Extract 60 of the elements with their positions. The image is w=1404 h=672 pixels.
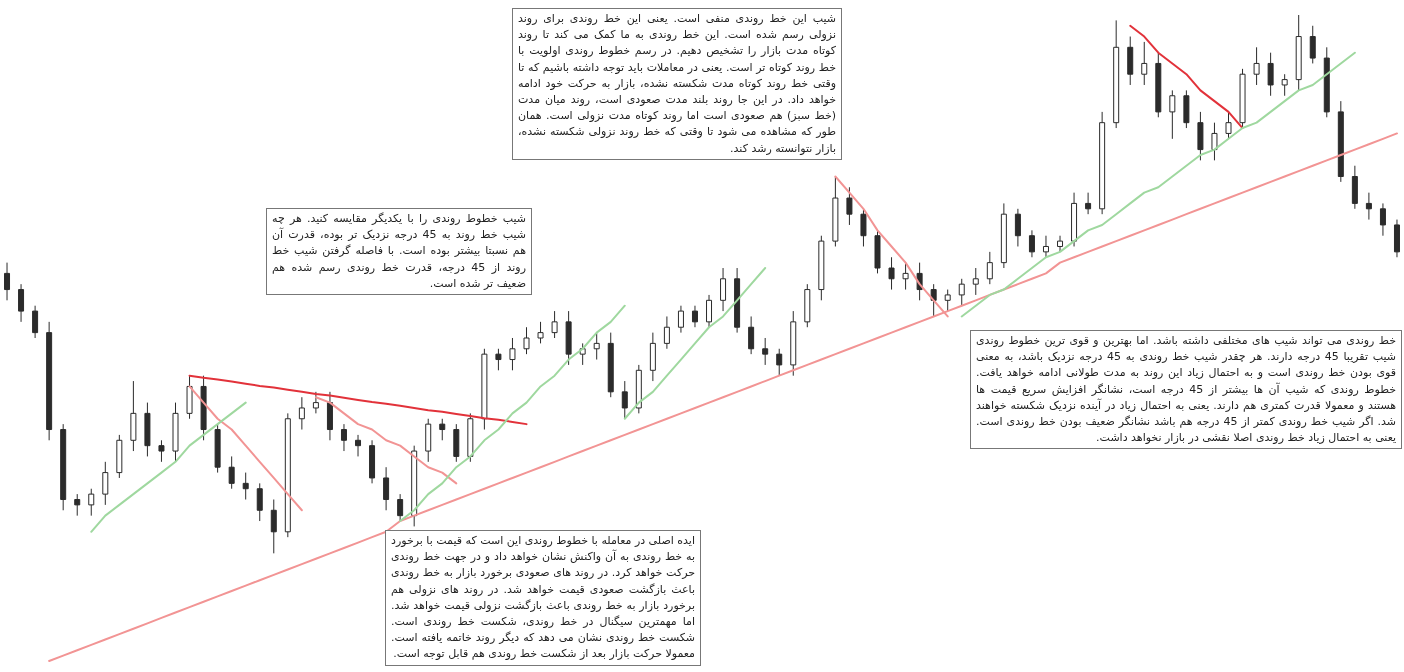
candlestick — [748, 315, 755, 355]
candlestick — [1014, 208, 1021, 247]
candlestick — [986, 251, 993, 285]
candlestick — [18, 283, 25, 323]
annotation: خط روندی می تواند شیب های مختلفی داشته باشد. اما بهترین و قوی ترین خطوط روندی شیب تقریبا 45 درجه دارند. هر چقدر شیب خط روندی به 45 درجه نزدیک باشد، به معنی قوی بودن خط روندی است و به احتمال زیاد این روند به مدت طولانی ادامه خواهد یافت. خطوط روندی که شیب آن ها بیشتر از 45 درجه است، نشانگر افزایش سریع قیمت ها هستند و معمولا قدرت کمتری هم دارند. یعنی به احتمال زیاد در آینده نزدیک شکسته خواهند شد. اگر شیب خط روندی کمتر از 45 درجه هم باشد نشانگر ضعیف بودن خط روندی است. یعنی به احتمال زیاد خط روندی اصلا نقشی در بازار نخواهد داشت. — [970, 330, 1402, 450]
candlestick — [1281, 73, 1288, 97]
candlestick — [1225, 111, 1232, 140]
candlestick — [298, 396, 305, 431]
candlestick — [720, 267, 727, 312]
candlestick — [621, 380, 628, 420]
candlestick — [355, 434, 362, 457]
candlestick — [551, 310, 558, 339]
candlestick — [270, 499, 277, 554]
candlestick — [593, 332, 600, 361]
candlestick — [1141, 41, 1148, 86]
candlestick — [691, 305, 698, 328]
candlestick — [4, 262, 11, 301]
candlestick — [32, 305, 39, 339]
candlestick — [74, 493, 81, 517]
candlestick — [228, 455, 235, 490]
candlestick — [1042, 235, 1049, 258]
candlestick — [677, 305, 684, 334]
candlestick — [1085, 192, 1092, 215]
candlestick — [972, 267, 979, 296]
candlestick — [1211, 122, 1218, 161]
candlestick — [1365, 192, 1372, 221]
candlestick — [242, 472, 249, 500]
candlestick — [1309, 25, 1316, 64]
candlestick — [888, 256, 895, 291]
candlestick — [958, 278, 965, 307]
candlestick — [776, 348, 783, 377]
candlestick — [1057, 235, 1064, 253]
text: شیب این خط روندی منفی است. یعنی این خط روندی برای روند نزولی رسم شده است. این خط روندی به ما کمک می کند تا روند کوتاه مدت بازار را تشخیص دهیم. در رسم خطوط روندی اولویت با خط روند کوتاه تر است. یعنی در معاملات باید توجه داشته باشیم که تا وقتی خط روند کوتاه مدت شکسته نشده، بازار به حرکت خود ادامه خواهد داد. در این جا روند بلند مدت صعودی است، روند میان مدت (خط سبز) هم صعودی است اما روند کوتاه مدت نزولی است. همان طور که مشاهده می شود تا وقتی که خط روند نزولی شکسته نشده، بازار نتوانسته رشد کند. — [518, 12, 836, 155]
candlestick — [256, 482, 263, 522]
candlestick — [312, 391, 319, 414]
candlestick — [1379, 202, 1386, 237]
candlestick — [383, 466, 390, 511]
candlestick — [495, 348, 502, 371]
candlestick — [158, 439, 165, 463]
candlestick — [509, 337, 516, 371]
candlestick — [439, 418, 446, 441]
candlestick — [846, 186, 853, 226]
candlestick — [663, 315, 670, 350]
candlestick — [706, 294, 713, 328]
candlestick — [88, 488, 95, 517]
candlestick — [860, 208, 867, 247]
candlestick — [1253, 46, 1260, 86]
candlestick — [1267, 52, 1274, 97]
candlestick — [397, 493, 404, 522]
candlestick — [102, 461, 109, 506]
candlestick — [944, 289, 951, 312]
candlestick — [762, 337, 769, 366]
candlestick — [902, 262, 909, 291]
candlestick — [523, 326, 530, 355]
candlestick — [1028, 229, 1035, 258]
candlestick — [340, 423, 347, 452]
candlestick — [537, 321, 544, 344]
annotation: شیب خطوط روندی را با یکدیگر مقایسه کنید. هر چه شیب خط روند به 45 درجه نزدیک تر بوده، قدرت آن هم نسبتا بیشتر بوده است. با فاصله گرفتن شیب خط روند از 45 درجه، قدرت خط روندی رسم شده هم ضعیف تر شده است. — [266, 208, 532, 296]
candlestick — [1169, 89, 1176, 140]
annotation: ایده اصلی در معامله با خطوط روندی این است که قیمت با برخورد به خط روندی به آن واکنش نشان خواهد داد و در جهت خط روندی حرکت خواهد کرد. در روند های صعودی برخورد بازار به خط روندی باعث بازگشت صعودی قیمت خواهد شد. در روند های نزولی هم برخورد بازار به خط روندی باعث بازگشت نزولی قیمت خواهد شد. اما مهمترین سیگنال در خط روندی، شکست خط روندی است. شکست خط روندی نشان می دهد که دیگر روند خاتمه یافته است. معمولا حرکت بازار بعد از شکست خط روندی هم قابل توجه است. — [385, 530, 701, 666]
